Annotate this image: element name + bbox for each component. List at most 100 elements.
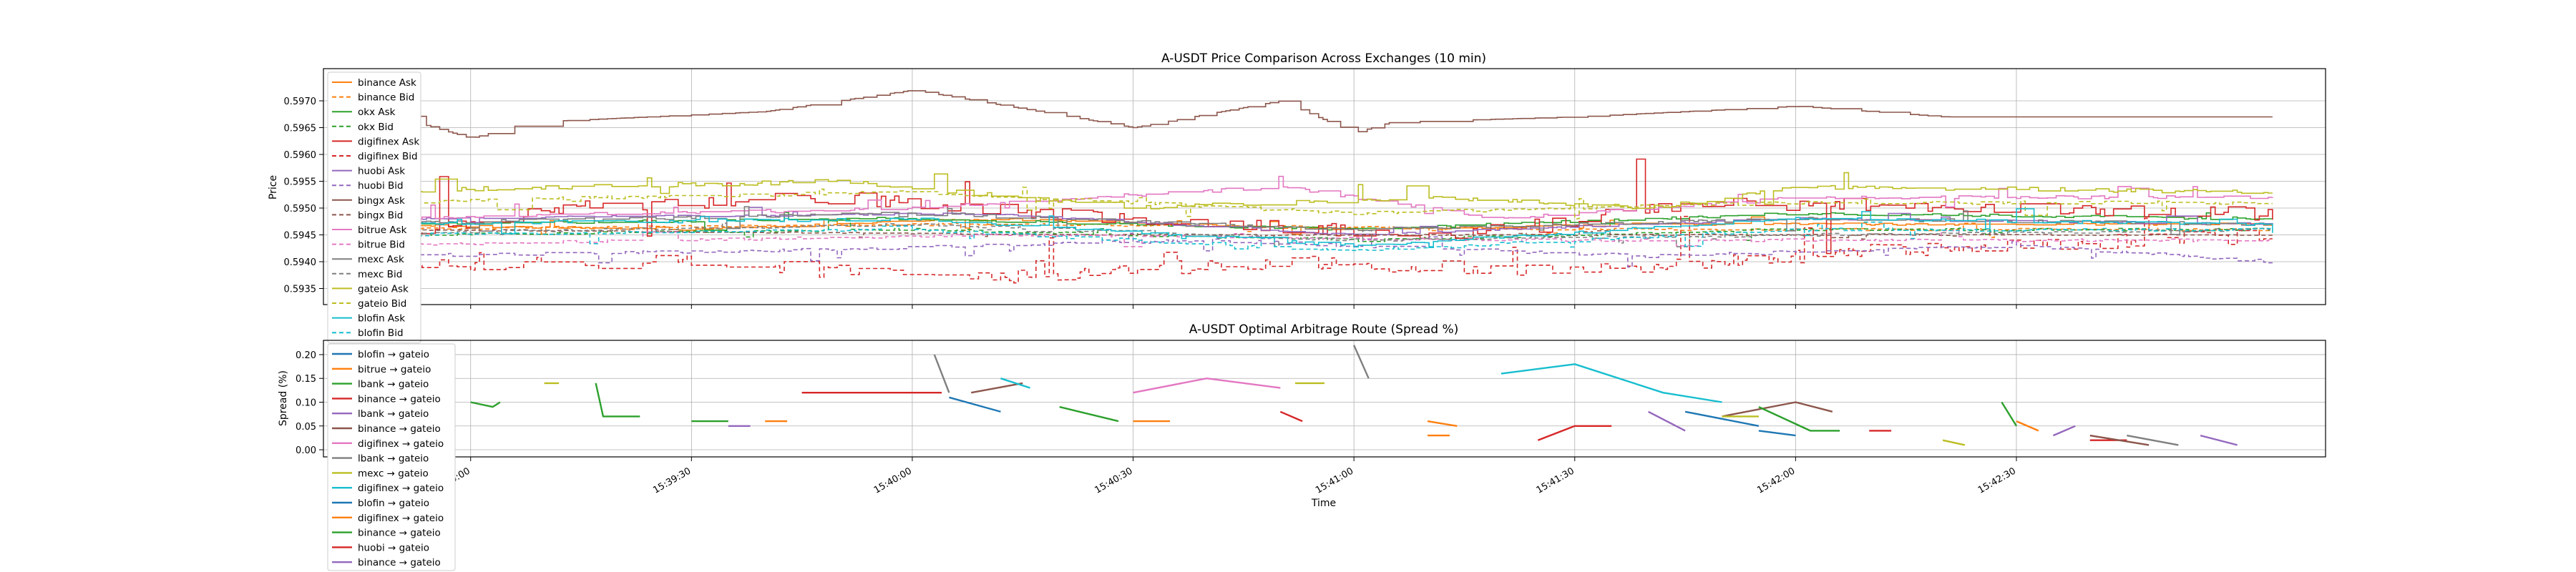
spread-route-segment	[1353, 345, 1370, 379]
price-legend-label: gateio Ask	[358, 283, 409, 295]
price-series-line-bingx-bid	[338, 228, 2273, 240]
spread-route-segment	[1758, 430, 1796, 437]
spread-legend-label: blofin → gateio	[358, 349, 429, 360]
price-series-line-mexc-bid	[338, 222, 2273, 247]
price-legend-label: huobi Bid	[358, 180, 404, 192]
price-legend-label: mexc Ask	[358, 254, 404, 265]
spread-route-segment	[2001, 401, 2018, 427]
spread-route-segment	[1942, 439, 1966, 446]
spread-legend-label: binance → gateio	[358, 393, 441, 405]
spread-legend-label: mexc → gateio	[358, 468, 429, 479]
spread-y-tick-label: 0.10	[296, 398, 316, 408]
price-y-tick-label: 0.5940	[284, 257, 317, 268]
price-legend-label: binance Bid	[358, 92, 414, 104]
price-legend-label: binance Ask	[358, 77, 416, 89]
spread-chart-grid	[323, 340, 2326, 457]
spread-route-segment	[1722, 401, 1833, 418]
spread-chart-title: A-USDT Optimal Arbitrage Route (Spread %…	[1189, 322, 1458, 337]
price-legend-box	[327, 72, 421, 344]
spread-y-tick-label: 0.00	[296, 445, 316, 456]
price-chart-legend: binance Ask binance Bid okx Ask okx Bid digi…	[327, 72, 421, 344]
spread-route-segment	[949, 396, 1001, 413]
price-legend-label: bitrue Bid	[358, 240, 405, 251]
spread-y-tick-label: 0.15	[296, 374, 316, 385]
spread-route-segment	[1133, 378, 1281, 394]
price-chart-y-label: Price	[268, 175, 279, 199]
spread-route-segment	[2016, 420, 2039, 432]
spread-y-tick-label: 0.20	[296, 350, 316, 361]
spread-chart-x-label: Time	[1311, 498, 1336, 509]
price-y-tick-label: 0.5970	[284, 97, 317, 107]
spread-legend-label: huobi → gateio	[358, 542, 429, 553]
price-legend-label: blofin Bid	[358, 327, 404, 339]
spread-legend-label: digifinex → gateio	[358, 438, 444, 450]
price-legend-label: okx Ask	[358, 107, 396, 118]
price-series-line-huobi-bid	[338, 232, 2273, 268]
spread-route-segment	[1648, 410, 1686, 432]
price-series-line-blofin-bid	[338, 221, 2273, 252]
price-series-line-okx-bid	[338, 219, 2273, 242]
price-chart-grid	[323, 69, 2326, 305]
price-y-tick-label: 0.5965	[284, 124, 317, 134]
price-legend-label: bitrue Ask	[358, 225, 407, 236]
price-legend-label: huobi Ask	[358, 166, 405, 177]
price-chart-series	[338, 90, 2273, 284]
spread-chart-y-label: Spread (%)	[278, 370, 289, 426]
spread-route-segment	[1279, 410, 1303, 423]
spread-route-segment	[2200, 434, 2238, 446]
spread-route-segment	[1059, 405, 1119, 423]
spread-legend-label: lbank → gateio	[358, 408, 429, 420]
price-series-line-gateio-ask	[338, 172, 2273, 209]
spread-chart-plot-area	[470, 345, 2238, 446]
spread-route-segment	[1758, 406, 1840, 432]
spread-route-segment	[595, 383, 640, 418]
price-y-tick-label: 0.5945	[284, 231, 317, 242]
spread-y-tick-label: 0.05	[296, 422, 316, 433]
price-chart-y-ticks: 0.5935 0.5940 0.5945 0.5950 0.5955 0.5960 0.59…	[284, 97, 323, 295]
spread-legend-label: lbank → gateio	[358, 379, 429, 390]
spread-chart-series	[470, 345, 2238, 446]
spread-legend-label: digifinex → gateio	[358, 513, 444, 524]
price-chart-frame	[323, 68, 2326, 305]
spread-legend-label: bitrue → gateio	[358, 364, 431, 375]
spread-legend-box	[327, 343, 456, 571]
price-series-line-blofin-ask	[338, 208, 2273, 248]
spread-route-segment	[1684, 410, 1760, 427]
spread-legend-label: blofin → gateio	[358, 498, 429, 509]
price-legend-label: bingx Ask	[358, 195, 405, 207]
price-y-tick-label: 0.5960	[284, 150, 317, 161]
price-y-tick-label: 0.5955	[284, 177, 317, 188]
spread-route-segment	[470, 401, 501, 408]
spread-legend-label: binance → gateio	[358, 423, 441, 435]
spread-legend-label: digifinex → gateio	[358, 483, 444, 494]
price-legend-label: bingx Bid	[358, 209, 403, 221]
price-chart-x-ticks	[470, 305, 2017, 309]
price-series-line-digifinex-ask	[338, 158, 2273, 255]
spread-legend-label: binance → gateio	[358, 557, 441, 568]
price-legend-label: mexc Bid	[358, 269, 402, 280]
spread-route-segment	[970, 382, 1023, 394]
price-chart-plot-area	[338, 90, 2273, 284]
price-legend-label: okx Bid	[358, 122, 394, 133]
spread-legend-label: binance → gateio	[358, 528, 441, 539]
price-series-line-bingx-ask	[338, 90, 2273, 138]
spread-route-segment	[2052, 425, 2076, 437]
price-legend-label: digifinex Ask	[358, 136, 419, 147]
spread-route-segment	[1427, 420, 1458, 427]
price-legend-label: blofin Ask	[358, 313, 405, 325]
spread-chart-y-ticks: 0.00 0.05 0.10 0.15 0.20	[296, 350, 323, 456]
price-legend-label: gateio Bid	[358, 298, 406, 310]
spread-chart-frame	[323, 340, 2326, 458]
price-series-line-bitrue-ask	[338, 175, 2273, 220]
price-series-line-gateio-bid	[338, 187, 2273, 220]
price-y-tick-label: 0.5950	[284, 204, 317, 214]
spread-route-segment	[2089, 434, 2150, 446]
price-series-line-digifinex-bid	[338, 215, 2273, 284]
spread-route-segment	[1000, 378, 1030, 389]
price-y-tick-label: 0.5935	[284, 285, 317, 295]
spread-route-segment	[1501, 363, 1722, 403]
spread-route-segment	[933, 354, 950, 393]
spread-route-segment	[1537, 425, 1612, 441]
price-chart-title: A-USDT Price Comparison Across Exchanges…	[1161, 51, 1486, 66]
